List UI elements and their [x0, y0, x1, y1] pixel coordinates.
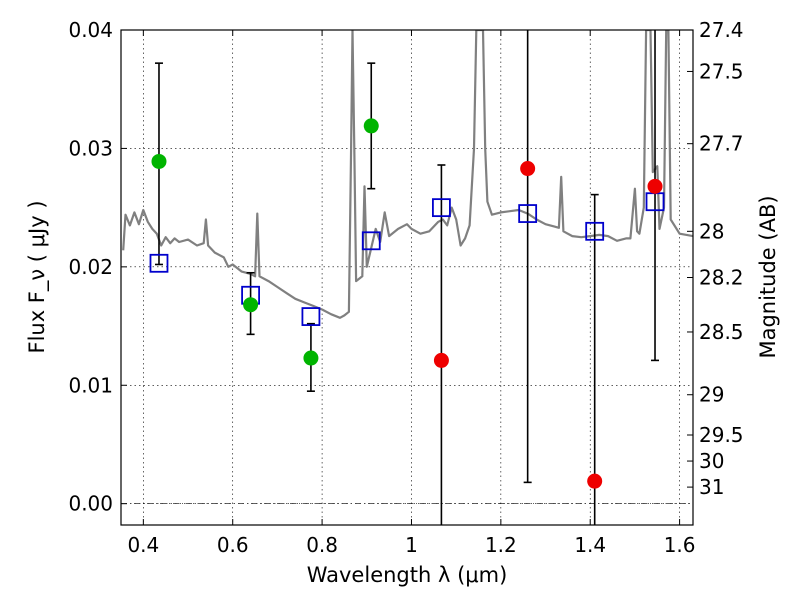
- mag-tick-label: 28: [699, 219, 724, 243]
- y-tick-label: 0.01: [68, 373, 113, 397]
- data-point-green-3: [363, 118, 379, 134]
- x-tick-label: 0.8: [306, 533, 338, 557]
- data-point-red-3: [647, 178, 663, 194]
- error-bar-red-0: [437, 164, 446, 525]
- model-square-6: [585, 221, 605, 241]
- data-point-green-1: [243, 297, 259, 313]
- y-tick-label: 0.04: [68, 18, 113, 42]
- error-bar-red-2: [590, 193, 599, 525]
- error-bar-red-3: [651, 30, 660, 362]
- model-square-0: [149, 253, 169, 273]
- right-axis-label: Magnitude (AB): [756, 195, 780, 358]
- mag-tick-label: 27.7: [699, 132, 744, 156]
- x-tick-labels: 0.4 0.6 0.8 1 1.2 1.4 1.6: [127, 533, 695, 557]
- mag-tick-label: 28.2: [699, 266, 744, 290]
- x-axis-label: Wavelength λ (μm): [307, 563, 508, 587]
- y-tick-label: 0.00: [68, 492, 113, 516]
- x-tick-label: 0.6: [217, 533, 249, 557]
- error-bar-red-1: [523, 30, 532, 484]
- x-tick-label: 1.4: [574, 533, 606, 557]
- observed-photometry-points: [151, 118, 663, 489]
- data-point-red-2: [587, 473, 603, 489]
- mag-tick-label: 27.5: [699, 59, 744, 83]
- model-square-3: [361, 231, 381, 251]
- y-axis-label: Flux F_ν ( μJy ): [25, 200, 50, 353]
- data-point-green-0: [151, 153, 167, 169]
- model-square-4: [432, 198, 451, 218]
- y-tick-labels: 0.00 0.01 0.02 0.03 0.04: [68, 18, 113, 516]
- grid-lines: [121, 30, 693, 525]
- model-spectrum-line: [122, 30, 693, 319]
- data-point-red-1: [520, 161, 536, 177]
- model-spectrum: [122, 30, 693, 319]
- model-square-5: [518, 204, 538, 223]
- x-tick-label: 1.2: [485, 533, 517, 557]
- mag-tick-label: 27.4: [699, 18, 744, 42]
- data-layer: [122, 30, 693, 525]
- mag-tick-label: 28.5: [699, 320, 744, 344]
- x-tick-label: 1: [405, 533, 418, 557]
- data-point-green-2: [303, 350, 319, 366]
- mag-tick-label: 30: [699, 449, 724, 473]
- mag-tick-label: 31: [699, 475, 724, 499]
- axis-ticks: [121, 29, 693, 525]
- data-point-red-0: [433, 352, 449, 368]
- y-tick-label: 0.02: [68, 255, 113, 279]
- mag-tick-label: 29.5: [699, 423, 744, 447]
- x-tick-label: 1.6: [664, 533, 696, 557]
- y-tick-label: 0.03: [68, 136, 113, 160]
- x-tick-label: 0.4: [127, 533, 159, 557]
- mag-tick-label: 29: [699, 383, 724, 407]
- model-square-2: [301, 307, 321, 326]
